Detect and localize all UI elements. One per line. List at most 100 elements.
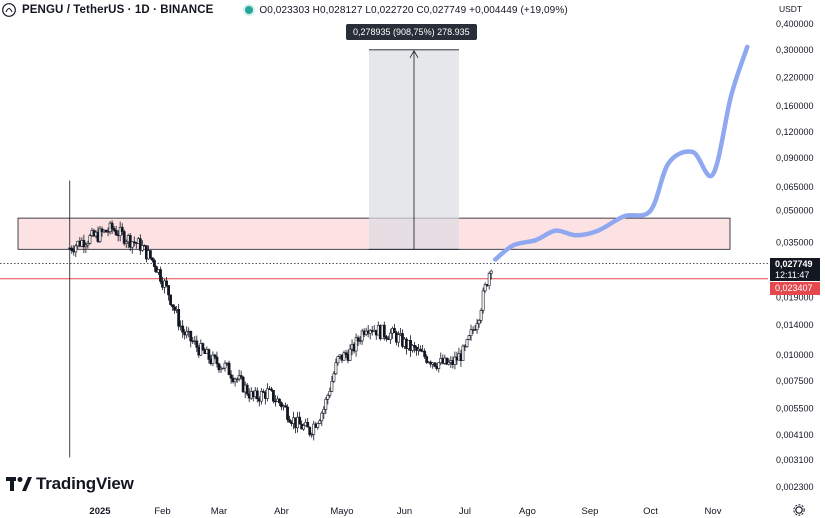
candle-body bbox=[328, 391, 332, 396]
candle-body bbox=[239, 375, 243, 378]
candle-body bbox=[461, 345, 465, 361]
measure-tooltip: 0,278935 (908,75%) 278.935 bbox=[346, 24, 477, 40]
candle-body bbox=[122, 231, 126, 244]
candle-body bbox=[149, 250, 152, 259]
symbol-title[interactable]: PENGU / TetherUS · 1D · BINANCE bbox=[22, 4, 214, 16]
candle-body bbox=[74, 245, 78, 253]
price-axis-label: 0,005500 bbox=[776, 404, 814, 414]
candle-body bbox=[284, 405, 287, 408]
candle-body bbox=[278, 398, 281, 404]
candle-body bbox=[153, 260, 156, 267]
market-status-dot bbox=[245, 6, 254, 14]
candle-body bbox=[235, 378, 239, 381]
candle-body bbox=[475, 323, 479, 331]
last-price-value: 0,027749 bbox=[775, 259, 813, 269]
candle-body bbox=[213, 354, 217, 358]
candle-body bbox=[308, 426, 312, 435]
time-axis-label: Jul bbox=[459, 506, 471, 517]
price-axis-label: 0,003100 bbox=[776, 455, 814, 465]
bar-countdown: 12:11:47 bbox=[775, 270, 810, 280]
price-axis-label: 0,010000 bbox=[776, 350, 814, 360]
candle-body bbox=[298, 416, 302, 425]
candle-body bbox=[453, 356, 457, 365]
price-axis-label: 0,160000 bbox=[776, 101, 814, 111]
candle-body bbox=[479, 310, 483, 321]
candle-body bbox=[132, 241, 136, 243]
candle-body bbox=[241, 376, 245, 393]
candle-body bbox=[245, 384, 249, 395]
candle-body bbox=[411, 345, 414, 351]
candle-body bbox=[114, 230, 118, 236]
candle-body bbox=[104, 229, 108, 233]
candle-body bbox=[477, 320, 481, 325]
candle-body bbox=[487, 273, 491, 286]
candle-body bbox=[286, 406, 289, 420]
projection-curve[interactable] bbox=[492, 44, 750, 262]
candle-body bbox=[336, 356, 340, 364]
candle-body bbox=[207, 349, 211, 360]
price-axis-label: 0,090000 bbox=[776, 153, 814, 163]
candle-body bbox=[354, 337, 358, 352]
currency-label[interactable]: USDT bbox=[779, 4, 803, 14]
candle-body bbox=[173, 306, 177, 311]
candle-body bbox=[310, 433, 314, 436]
last-price-tag: 0,027749 12:11:47 bbox=[770, 258, 820, 281]
time-axis-label: Mar bbox=[211, 506, 227, 517]
candle-body bbox=[388, 332, 392, 340]
candle-body bbox=[423, 350, 427, 357]
candle-body bbox=[130, 241, 134, 248]
candle-body bbox=[261, 391, 265, 393]
candle-body bbox=[481, 290, 485, 311]
price-axis-label: 0,035000 bbox=[776, 238, 814, 248]
candle-body bbox=[467, 335, 471, 340]
price-axis-label: 0,220000 bbox=[776, 73, 814, 83]
candle-body bbox=[272, 389, 275, 402]
candle-body bbox=[70, 247, 74, 251]
gear-icon[interactable] bbox=[793, 504, 805, 516]
candle-body bbox=[318, 420, 322, 424]
candle-body bbox=[447, 362, 451, 365]
candle-body bbox=[320, 412, 324, 422]
candle-body bbox=[177, 309, 181, 327]
candle-body bbox=[419, 348, 423, 352]
price-axis-label: 0,050000 bbox=[776, 206, 814, 216]
time-axis-label: Oct bbox=[643, 506, 658, 517]
candle-body bbox=[201, 343, 205, 350]
price-axis-label: 0,007500 bbox=[776, 376, 814, 386]
price-axis-label: 0,002300 bbox=[776, 482, 814, 492]
price-axis-label: 0,004100 bbox=[776, 430, 814, 440]
candle-body bbox=[88, 235, 92, 244]
candle-body bbox=[397, 334, 400, 343]
candle-body bbox=[322, 409, 326, 414]
candle-body bbox=[316, 423, 320, 428]
candle-body bbox=[221, 367, 225, 370]
time-axis-label: Mayo bbox=[330, 506, 353, 517]
price-axis-label: 0,065000 bbox=[776, 182, 814, 192]
candle-body bbox=[167, 285, 170, 296]
candle-body bbox=[106, 231, 110, 233]
tradingview-wordmark: TradingView bbox=[36, 474, 134, 493]
candle-body bbox=[138, 238, 142, 251]
candle-body bbox=[140, 245, 144, 251]
candle-body bbox=[393, 328, 396, 334]
tradingview-brand[interactable]: TradingView bbox=[6, 474, 134, 494]
candle-body bbox=[211, 354, 215, 364]
candle-body bbox=[437, 362, 441, 369]
candle-body bbox=[445, 357, 449, 365]
time-axis-label: Nov bbox=[705, 506, 722, 517]
candle-body bbox=[195, 340, 199, 348]
time-axis-label: Feb bbox=[154, 506, 170, 517]
candle-body bbox=[326, 394, 330, 400]
candle-body bbox=[342, 352, 346, 361]
candle-body bbox=[425, 356, 429, 363]
time-axis-label: Sep bbox=[582, 506, 599, 517]
time-axis-label: 2025 bbox=[89, 506, 111, 517]
price-axis-label: 0,019000 bbox=[776, 292, 814, 302]
price-axis-label: 0,120000 bbox=[776, 127, 814, 137]
candle-body bbox=[332, 373, 336, 382]
candle-body bbox=[384, 336, 388, 339]
candle-body bbox=[483, 284, 487, 292]
price-axis-label: 0,300000 bbox=[776, 45, 814, 55]
candle-body bbox=[169, 294, 172, 305]
